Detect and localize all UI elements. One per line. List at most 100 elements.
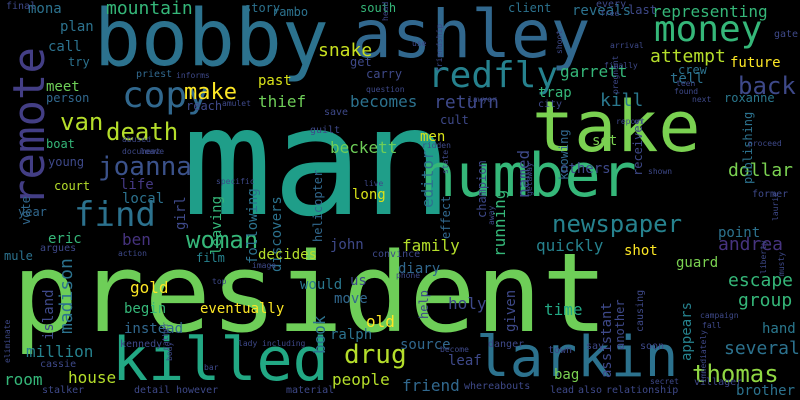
word-eric: eric [48, 231, 82, 247]
word-head: head [381, 1, 390, 22]
word-woman: woman [186, 226, 259, 254]
word-next: next [692, 95, 712, 104]
word-story: story [244, 1, 281, 15]
word-say: say [586, 341, 605, 352]
word-book: book [310, 315, 329, 355]
word-given: given [503, 289, 519, 332]
word-found: found [674, 87, 699, 96]
word-find: find [74, 195, 156, 235]
word-shoot: shoot [555, 29, 564, 54]
word-decides: decides [258, 247, 318, 263]
word-set: set [592, 133, 618, 149]
word-number: number [420, 141, 637, 211]
word-causing: causing [635, 289, 646, 332]
word-move: move [334, 291, 368, 307]
word-old: old [366, 312, 395, 331]
word-call: call [48, 39, 82, 55]
word-immediately: immediately [699, 329, 708, 383]
word-finally: finally [604, 61, 638, 70]
word-president: president [12, 229, 609, 357]
word-soon: soon [640, 341, 665, 352]
word-shot: shot [624, 243, 658, 259]
word-detail: detail [134, 385, 171, 396]
word-bar: bar [204, 363, 219, 372]
word-hand: hand [762, 321, 796, 337]
word-amulet: amulet [222, 99, 251, 108]
word-body: body [165, 341, 174, 362]
word-money: money [654, 9, 763, 50]
word-year: year [18, 205, 47, 219]
word-group: group [738, 290, 793, 311]
word-stalker: stalker [42, 385, 85, 396]
word-also: also [578, 385, 603, 396]
word-liberty: liberty [759, 239, 768, 274]
word-future: future [730, 55, 781, 71]
word-city: city [538, 99, 563, 110]
word-garrett: garrett [560, 62, 628, 81]
word-receives: receives [631, 117, 645, 176]
word-relationship: relationship [606, 385, 679, 396]
word-question: question [366, 85, 405, 94]
word-bobby: bobby [94, 0, 329, 84]
word-friend: friend [402, 376, 460, 395]
word-gold: gold [130, 278, 169, 297]
word-ashley: ashley [352, 0, 591, 73]
word-secret: secret [650, 377, 679, 386]
word-help: help [417, 289, 431, 319]
word-villager: villager [694, 377, 743, 388]
word-becomes: becomes [350, 92, 418, 111]
word-house: house [68, 368, 117, 387]
word-bag: bag [554, 367, 580, 383]
word-return: return [434, 92, 500, 113]
word-eventually: eventually [200, 301, 285, 317]
word-copy: copy [122, 75, 209, 116]
word-away: away [487, 205, 496, 226]
word-carry: carry [366, 67, 403, 81]
word-friendship: friendship [435, 23, 444, 72]
word-van: van [60, 108, 104, 136]
word-holy: holy [448, 294, 487, 313]
word-back: back [738, 72, 796, 100]
word-people: people [332, 370, 390, 389]
word-helicopter: helicopter [311, 169, 325, 242]
word-thief: thief [258, 92, 307, 111]
word-mule: mule [4, 249, 33, 263]
word-informs: informs [176, 71, 210, 80]
word-another: another [613, 299, 627, 351]
word-men: men [420, 129, 446, 145]
word-assistant: assistant [599, 301, 615, 378]
word-live: live [364, 179, 384, 188]
word-arrival: arrival [610, 41, 644, 50]
word-instead: instead [124, 321, 184, 337]
word-long: long [352, 187, 386, 203]
word-cult: cult [440, 113, 469, 127]
word-girl: girl [173, 195, 189, 230]
word-boat: boat [46, 137, 75, 151]
word-danger: danger [488, 339, 525, 350]
word-save: save [324, 107, 349, 118]
word-trap: trap [538, 85, 572, 101]
word-local: local [122, 191, 165, 207]
word-take: take [532, 86, 701, 168]
word-brother: brother [736, 383, 796, 399]
word-would: would [300, 277, 343, 293]
word-larkin: larkin [476, 325, 679, 390]
word-priest: priest [136, 69, 173, 80]
word-island: island [41, 289, 57, 341]
word-ben: ben [122, 230, 151, 249]
word-drug: drug [344, 340, 407, 370]
word-room: room [4, 370, 43, 389]
word-client: client [508, 1, 552, 15]
word-teen: teen [676, 79, 696, 88]
word-try: try [68, 55, 90, 69]
word-plan: plan [60, 19, 94, 35]
word-cassie: cassie [40, 359, 77, 370]
word-several: several [724, 338, 800, 359]
word-young: young [48, 155, 85, 169]
word-roxanne: roxanne [724, 91, 775, 105]
word-escape: escape [728, 270, 794, 291]
word-final: final [6, 1, 37, 12]
word-last: last [628, 3, 657, 17]
word-state: state [441, 149, 450, 174]
